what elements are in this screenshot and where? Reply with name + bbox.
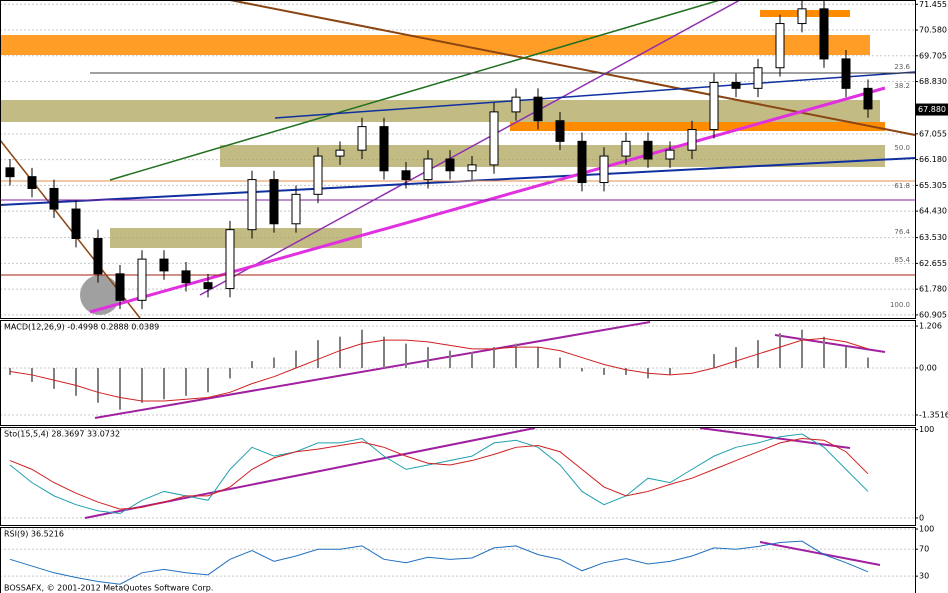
indicator-line	[9, 337, 869, 402]
y-tick-label: 64.430	[919, 207, 947, 216]
zone	[0, 100, 880, 122]
trendline	[199, 0, 741, 296]
y-tick-label: 66.180	[919, 155, 947, 164]
candle-body	[665, 149, 675, 160]
panel-frame	[0, 427, 916, 526]
candle-body	[687, 129, 697, 151]
y-tick-label: -1.3516	[919, 410, 948, 419]
indicator-title: RSI(9) 36.5216	[4, 530, 64, 539]
candle-body	[93, 238, 103, 275]
y-tick-label: 0	[919, 513, 924, 522]
footer: BOSSAFX, © 2001-2012 MetaQuotes Software…	[4, 584, 213, 593]
candle-body	[577, 140, 587, 184]
fib-label: 38.2	[894, 82, 910, 90]
y-tick-label: 0.00	[919, 363, 937, 372]
y-tick-label: 65.305	[919, 181, 947, 190]
candle-body	[863, 87, 873, 110]
candle-body	[775, 23, 785, 69]
indicator-title: MACD(12,26,9) -0.4998 0.2888 0.0389	[4, 323, 159, 332]
y-tick-label: 69.705	[919, 51, 947, 60]
candle-body	[599, 155, 609, 184]
candle-body	[379, 126, 389, 172]
candle-body	[753, 67, 763, 89]
candle-body	[5, 167, 15, 178]
last-price-label: 67.880	[918, 105, 946, 114]
trendline	[759, 541, 881, 566]
y-tick-label: 1.206	[919, 322, 942, 331]
trendline	[94, 321, 651, 419]
zone	[510, 122, 885, 131]
fib-label: 23.6	[894, 63, 910, 71]
candle-body	[841, 58, 851, 89]
candle-body	[731, 81, 741, 89]
candle-body	[357, 126, 367, 151]
trendline	[274, 71, 916, 119]
fib-label: 76.4	[894, 228, 910, 236]
indicator-line	[9, 437, 869, 510]
candle-body	[203, 282, 213, 290]
y-tick-label: 60.905	[919, 310, 947, 319]
zone	[0, 35, 870, 55]
y-tick-label: 70	[919, 545, 929, 554]
candle-body	[71, 208, 81, 240]
y-tick-label: 61.780	[919, 285, 947, 294]
y-tick-label: 63.530	[919, 233, 947, 242]
candle-body	[511, 96, 521, 113]
candle-body	[643, 140, 653, 160]
candle-body	[401, 170, 411, 181]
candle-body	[555, 120, 565, 142]
y-tick-label: 67.055	[919, 129, 947, 138]
y-tick-label: 71.455	[919, 0, 947, 9]
trendline	[109, 0, 721, 181]
candle-body	[335, 149, 345, 157]
indicator-line	[9, 540, 869, 585]
zone	[110, 228, 362, 248]
candle-body	[709, 81, 719, 131]
candle-body	[159, 258, 169, 272]
candle-body	[269, 179, 279, 225]
panel-frame	[0, 320, 916, 426]
candle-body	[423, 158, 433, 181]
y-tick-label: 62.655	[919, 259, 947, 268]
candle-body	[819, 8, 829, 60]
y-tick-label: 68.830	[919, 77, 947, 86]
candle-body	[489, 111, 499, 166]
fib-label: 50.0	[894, 144, 910, 152]
candle-body	[137, 258, 147, 301]
indicator-line	[9, 433, 869, 515]
y-tick-label: 100	[919, 525, 934, 534]
candle-body	[797, 8, 807, 25]
y-tick-label: 70.580	[919, 26, 947, 35]
trendline	[774, 334, 886, 353]
y-tick-label: 100	[919, 425, 934, 434]
fib-label: 61.8	[894, 182, 910, 190]
fib-label: 100.0	[890, 301, 910, 309]
candle-body	[225, 229, 235, 290]
candle-body	[621, 140, 631, 157]
candle-body	[291, 193, 301, 225]
candle-body	[181, 270, 191, 284]
candle-body	[27, 176, 37, 189]
candle-body	[247, 179, 257, 231]
candle-body	[49, 187, 59, 210]
panel-frame	[0, 527, 916, 593]
candle-body	[467, 164, 477, 172]
grid	[0, 3, 915, 577]
indicator-title: Sto(15,5,4) 28.3697 33.0732	[4, 430, 120, 439]
candle-body	[313, 155, 323, 195]
y-tick-label: 30	[919, 572, 929, 581]
candle-body	[445, 158, 455, 172]
last-price-box	[915, 103, 948, 116]
candle-body	[533, 96, 543, 122]
candle-body	[115, 273, 125, 301]
fib-label: 85.4	[894, 256, 910, 264]
